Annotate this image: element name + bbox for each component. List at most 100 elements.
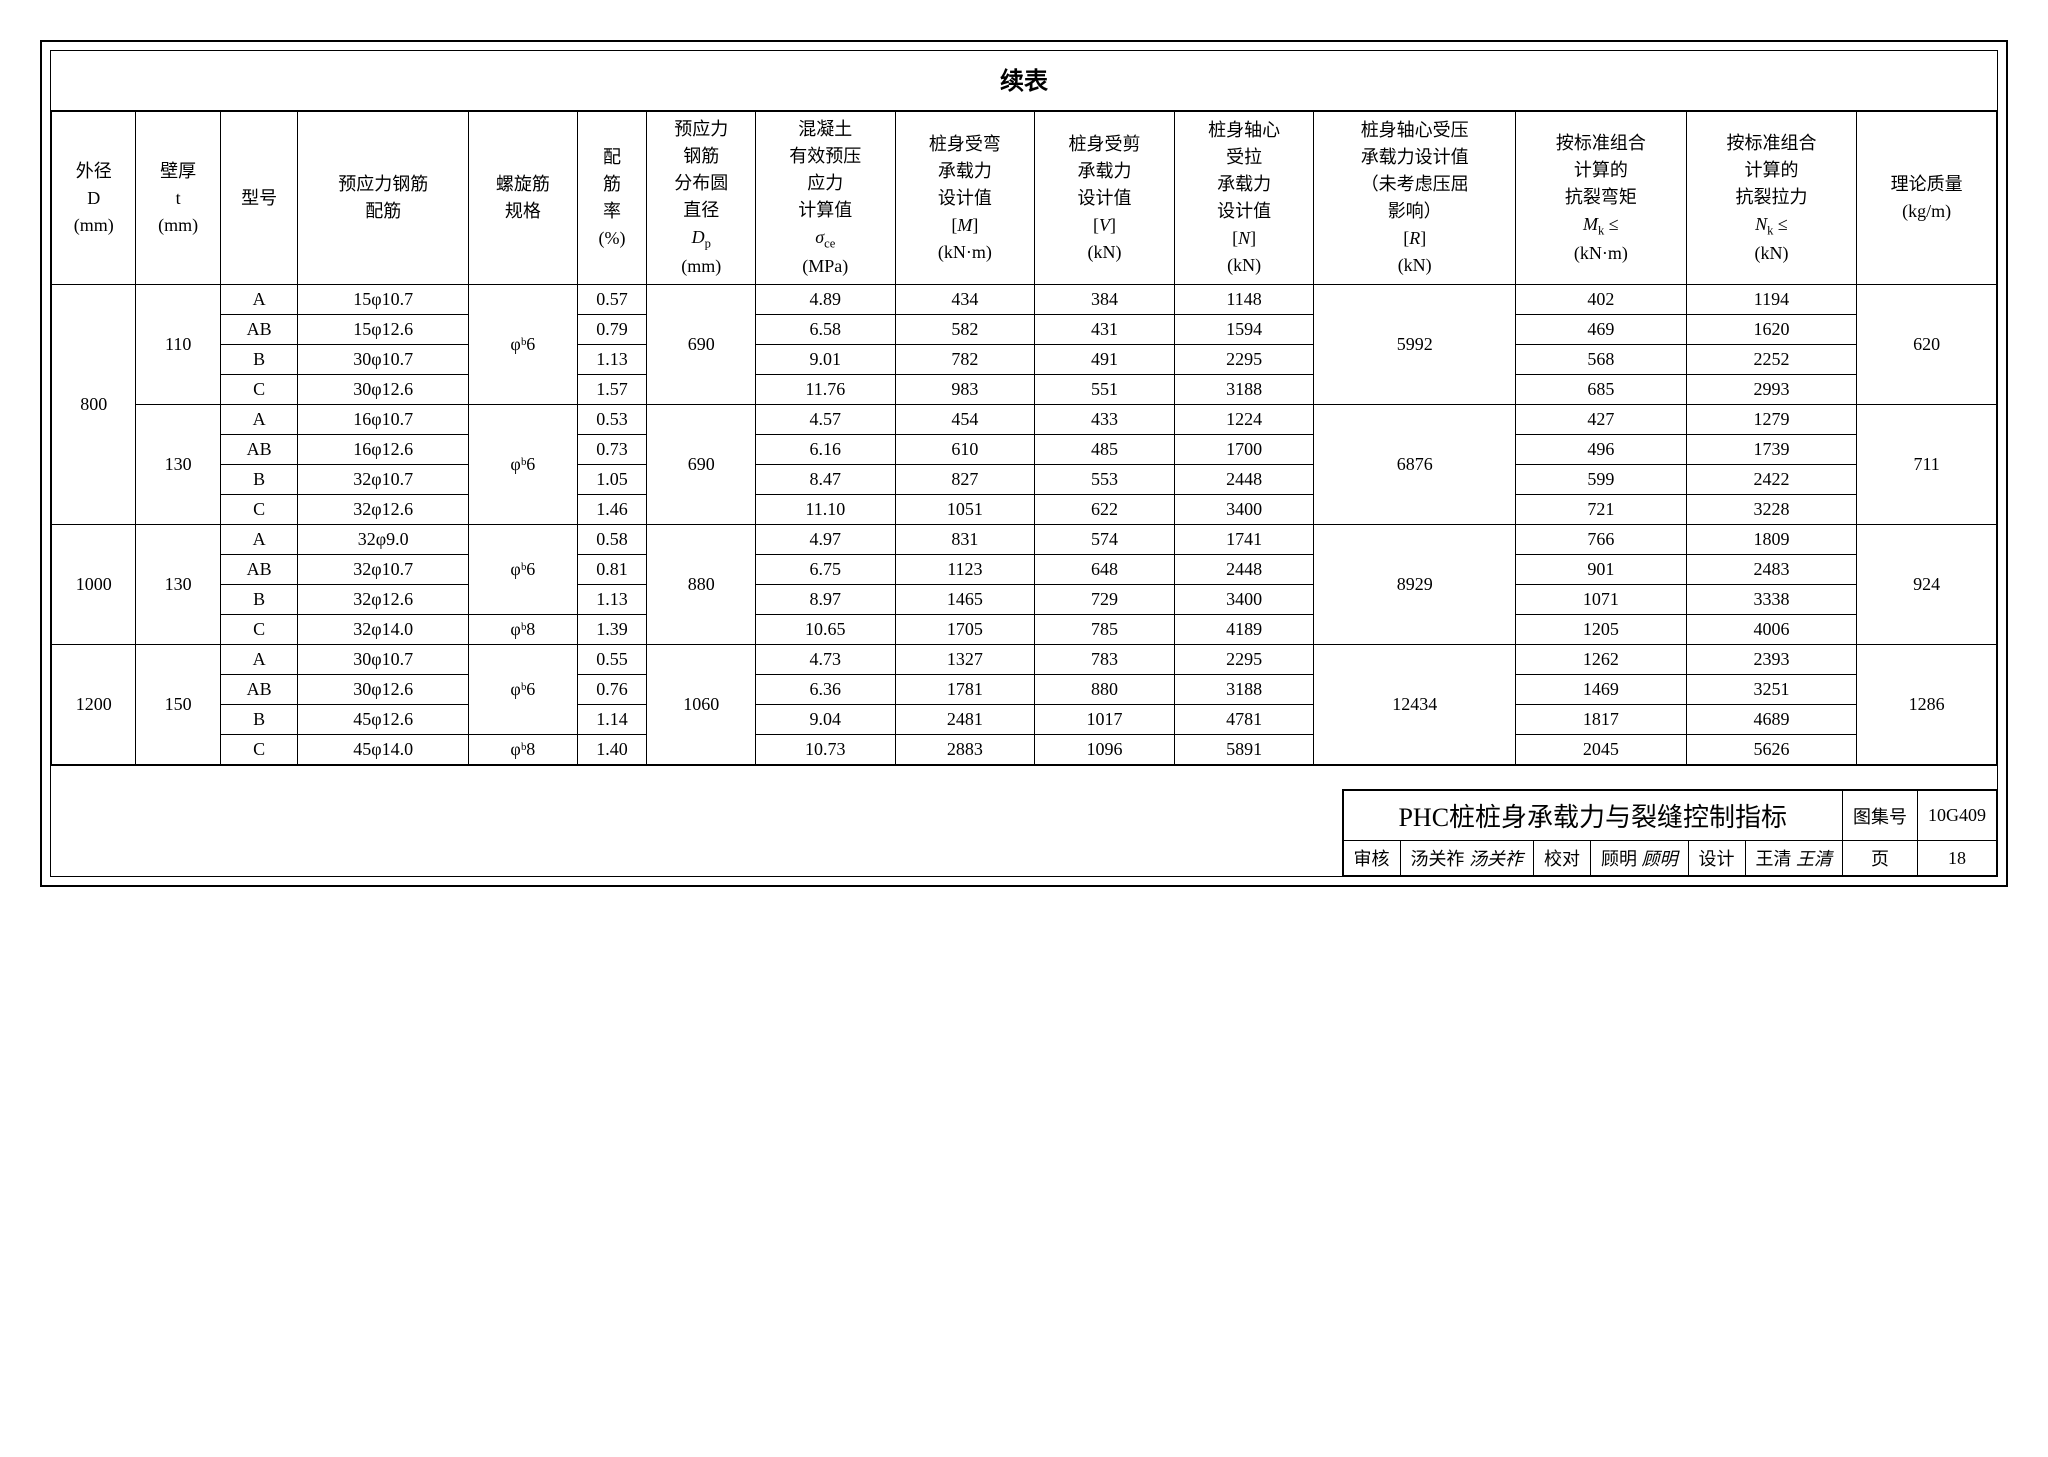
header-ratio: 配筋率(%): [577, 112, 647, 285]
cell-V: 880: [1035, 675, 1175, 705]
cell-Nk: 1194: [1686, 285, 1857, 315]
cell-N: 3188: [1174, 375, 1314, 405]
cell-ratio: 1.39: [577, 615, 647, 645]
table-row: AB32φ10.70.816.75112364824489012483: [52, 555, 1997, 585]
cell-spiral: φᵇ8: [469, 735, 578, 765]
cell-rebar: 30φ12.6: [298, 375, 469, 405]
cell-Mk: 901: [1516, 555, 1687, 585]
data-table: 外径D(mm) 壁厚t(mm) 型号 预应力钢筋配筋 螺旋筋规格 配筋率(%) …: [51, 111, 1997, 765]
cell-ratio: 0.79: [577, 315, 647, 345]
review-label: 审核: [1343, 841, 1400, 876]
cell-N: 3188: [1174, 675, 1314, 705]
cell-sigma: 6.36: [756, 675, 896, 705]
cell-type: A: [220, 405, 298, 435]
cell-t: 130: [136, 405, 220, 525]
cell-type: A: [220, 285, 298, 315]
cell-ratio: 0.58: [577, 525, 647, 555]
cell-V: 783: [1035, 645, 1175, 675]
cell-Nk: 2252: [1686, 345, 1857, 375]
cell-R: 6876: [1314, 405, 1516, 525]
cell-Nk: 4689: [1686, 705, 1857, 735]
cell-sigma: 4.97: [756, 525, 896, 555]
cell-M: 827: [895, 465, 1035, 495]
cell-type: C: [220, 735, 298, 765]
cell-Mk: 402: [1516, 285, 1687, 315]
table-row: 1000130A32φ9.0φᵇ60.588804.97831574174189…: [52, 525, 1997, 555]
cell-M: 2883: [895, 735, 1035, 765]
cell-M: 782: [895, 345, 1035, 375]
table-row: 1200150A30φ10.7φᵇ60.5510604.731327783229…: [52, 645, 1997, 675]
cell-N: 3400: [1174, 495, 1314, 525]
cell-ratio: 1.14: [577, 705, 647, 735]
cell-Dp: 880: [647, 525, 756, 645]
cell-Nk: 1620: [1686, 315, 1857, 345]
cell-rebar: 32φ14.0: [298, 615, 469, 645]
table-row: B32φ12.61.138.971465729340010713338: [52, 585, 1997, 615]
cell-V: 574: [1035, 525, 1175, 555]
header-sigma: 混凝土有效预压应力计算值σce(MPa): [756, 112, 896, 285]
header-spiral: 螺旋筋规格: [469, 112, 578, 285]
cell-ratio: 0.57: [577, 285, 647, 315]
cell-N: 2448: [1174, 555, 1314, 585]
cell-Mk: 1205: [1516, 615, 1687, 645]
cell-V: 551: [1035, 375, 1175, 405]
cell-V: 553: [1035, 465, 1175, 495]
inner-frame: 续表 外径D(mm) 壁厚t(mm) 型号 预应力钢筋配筋 螺旋筋规格 配筋率(…: [50, 50, 1998, 877]
cell-sigma: 10.73: [756, 735, 896, 765]
cell-rebar: 15φ10.7: [298, 285, 469, 315]
cell-M: 454: [895, 405, 1035, 435]
cell-Mk: 1071: [1516, 585, 1687, 615]
cell-M: 1123: [895, 555, 1035, 585]
cell-Dp: 690: [647, 405, 756, 525]
cell-spiral: φᵇ6: [469, 645, 578, 735]
design-name: 王清 王清: [1745, 841, 1843, 876]
cell-N: 2295: [1174, 645, 1314, 675]
cell-Mk: 1469: [1516, 675, 1687, 705]
cell-sigma: 4.89: [756, 285, 896, 315]
cell-type: C: [220, 615, 298, 645]
cell-rebar: 32φ10.7: [298, 465, 469, 495]
cell-sigma: 9.04: [756, 705, 896, 735]
cell-type: AB: [220, 315, 298, 345]
atlas-value: 10G409: [1918, 791, 1997, 841]
header-V: 桩身受剪承载力设计值[V](kN): [1035, 112, 1175, 285]
cell-M: 1465: [895, 585, 1035, 615]
table-row: AB15φ12.60.796.5858243115944691620: [52, 315, 1997, 345]
cell-Mk: 721: [1516, 495, 1687, 525]
cell-sigma: 6.58: [756, 315, 896, 345]
cell-M: 610: [895, 435, 1035, 465]
cell-V: 431: [1035, 315, 1175, 345]
cell-D: 800: [52, 285, 136, 525]
table-row: B30φ10.71.139.0178249122955682252: [52, 345, 1997, 375]
cell-rebar: 16φ12.6: [298, 435, 469, 465]
cell-sigma: 6.75: [756, 555, 896, 585]
header-t: 壁厚t(mm): [136, 112, 220, 285]
cell-Mk: 469: [1516, 315, 1687, 345]
cell-D: 1000: [52, 525, 136, 645]
table-row: 130A16φ10.7φᵇ60.536904.57454433122468764…: [52, 405, 1997, 435]
cell-rebar: 32φ12.6: [298, 495, 469, 525]
cell-Mk: 496: [1516, 435, 1687, 465]
cell-M: 831: [895, 525, 1035, 555]
cell-Nk: 3251: [1686, 675, 1857, 705]
cell-M: 1051: [895, 495, 1035, 525]
cell-ratio: 1.57: [577, 375, 647, 405]
cell-t: 150: [136, 645, 220, 765]
cell-t: 110: [136, 285, 220, 405]
cell-N: 1224: [1174, 405, 1314, 435]
table-row: AB16φ12.60.736.1661048517004961739: [52, 435, 1997, 465]
cell-ratio: 0.81: [577, 555, 647, 585]
cell-type: C: [220, 375, 298, 405]
cell-rebar: 32φ10.7: [298, 555, 469, 585]
header-Mk: 按标准组合计算的抗裂弯矩Mk ≤(kN·m): [1516, 112, 1687, 285]
cell-rebar: 32φ9.0: [298, 525, 469, 555]
cell-mass: 924: [1857, 525, 1997, 645]
check-label: 校对: [1534, 841, 1591, 876]
cell-Mk: 427: [1516, 405, 1687, 435]
cell-N: 1741: [1174, 525, 1314, 555]
cell-ratio: 1.46: [577, 495, 647, 525]
cell-Mk: 1817: [1516, 705, 1687, 735]
cell-rebar: 30φ10.7: [298, 345, 469, 375]
cell-M: 1705: [895, 615, 1035, 645]
header-Nk: 按标准组合计算的抗裂拉力Nk ≤(kN): [1686, 112, 1857, 285]
